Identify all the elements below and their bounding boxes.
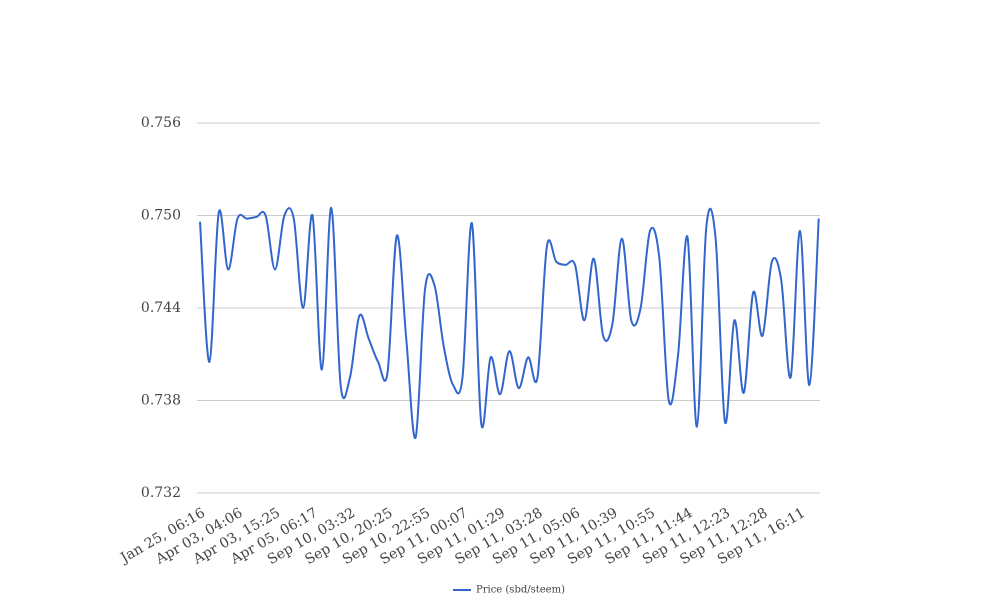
y-tick-label: 0.750 [141,208,181,224]
y-tick-label: 0.756 [141,115,181,131]
y-tick-label: 0.744 [141,300,181,316]
y-tick-label: 0.738 [141,393,181,409]
price-line [199,206,820,439]
legend-label: Price (sbd/steem) [476,585,565,596]
y-tick-label: 0.732 [141,485,181,501]
